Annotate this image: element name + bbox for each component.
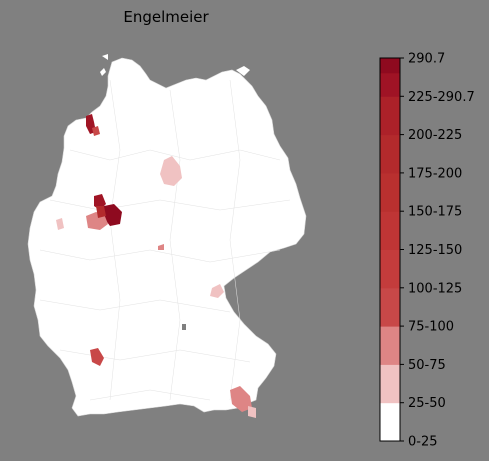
legend-bin <box>380 402 400 442</box>
legend-tick-label: 200-225 <box>408 128 462 143</box>
legend-tick-label: 75-100 <box>408 320 454 335</box>
region-hessen-spot <box>158 244 164 250</box>
region-aachen-area <box>56 218 64 230</box>
legend-ticks: 0-25 25-50 50-75 75-100 100-125 125-150 150-17… <box>400 52 475 450</box>
legend-tick-label: 225-290.7 <box>408 90 475 105</box>
north-island <box>102 54 108 60</box>
legend-bin <box>380 211 400 250</box>
legend-tick-label: 125-150 <box>408 243 462 258</box>
north-island <box>236 66 250 76</box>
legend-tick-label: 100-125 <box>408 281 462 296</box>
legend-color-bar <box>380 58 400 442</box>
region-dortmund-area <box>96 206 106 218</box>
legend-bin-top <box>380 58 400 74</box>
legend-bin <box>380 172 400 212</box>
north-island <box>100 68 106 76</box>
legend-bin <box>380 249 400 289</box>
legend-tick-label: 0-25 <box>408 435 438 450</box>
legend-tick-label: 25-50 <box>408 396 446 411</box>
legend-bin <box>380 96 400 136</box>
legend-tick-label: 175-200 <box>408 166 462 181</box>
region-hannover-area <box>160 156 182 186</box>
legend-bin <box>380 134 400 174</box>
legend-tick-label: 290.7 <box>408 52 445 67</box>
legend-tick-label: 50-75 <box>408 358 446 373</box>
germany-outline <box>27 57 307 417</box>
region-bielefeld-area <box>104 204 122 226</box>
legend-tick-label: 150-175 <box>408 205 462 220</box>
map-title: Engelmeier <box>123 8 209 26</box>
region-bayreuth-area <box>210 284 224 298</box>
legend-bin <box>380 287 400 327</box>
region-rosenheim-area <box>230 386 252 412</box>
region-berchtesgaden-area <box>248 406 256 418</box>
region-freiburg-area <box>90 348 104 366</box>
legend-bin <box>380 364 400 404</box>
district-boundaries <box>39 79 291 401</box>
region-hamburg-area <box>92 126 100 136</box>
region-bavaria-small <box>182 324 186 330</box>
legend-bin <box>380 326 400 365</box>
